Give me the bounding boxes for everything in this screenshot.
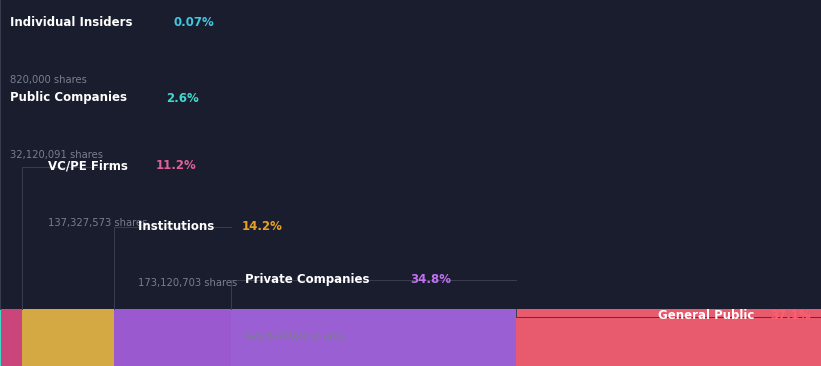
Text: 2.6%: 2.6% xyxy=(166,92,199,105)
Bar xyxy=(231,309,516,366)
Text: 14.2%: 14.2% xyxy=(241,220,282,233)
Text: 137,327,573 shares: 137,327,573 shares xyxy=(48,218,147,228)
Text: General Public: General Public xyxy=(658,309,759,322)
Text: 425,674,025 shares: 425,674,025 shares xyxy=(245,331,344,341)
Text: Private Companies: Private Companies xyxy=(245,273,374,286)
Text: Individual Insiders: Individual Insiders xyxy=(10,16,136,30)
Text: 820,000 shares: 820,000 shares xyxy=(10,75,87,85)
Text: VC/PE Firms: VC/PE Firms xyxy=(48,159,131,172)
Bar xyxy=(22,309,114,366)
Text: 32,120,091 shares: 32,120,091 shares xyxy=(10,150,103,160)
Text: 34.8%: 34.8% xyxy=(410,273,452,286)
Bar xyxy=(516,309,821,366)
Text: 173,120,703 shares: 173,120,703 shares xyxy=(138,278,237,288)
Text: 37.1%: 37.1% xyxy=(770,309,811,322)
Text: Public Companies: Public Companies xyxy=(10,92,131,105)
Bar xyxy=(1,309,22,366)
Text: 11.2%: 11.2% xyxy=(156,159,197,172)
Text: Institutions: Institutions xyxy=(138,220,218,233)
Bar xyxy=(114,309,231,366)
Text: 0.07%: 0.07% xyxy=(173,16,214,30)
